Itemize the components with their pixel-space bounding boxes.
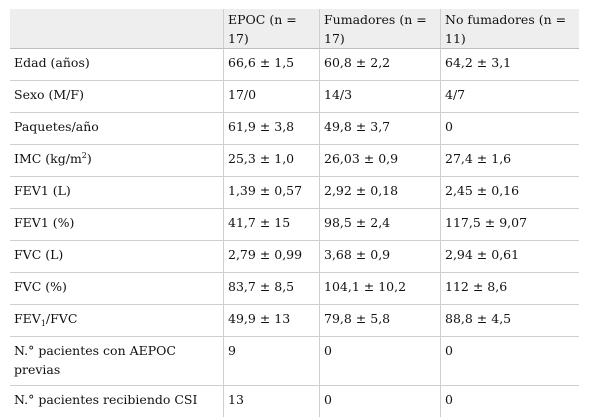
cell-fumadores: 60,8 ± 2,2 xyxy=(319,49,440,81)
header-row: EPOC (n = 17) Fumadores (n = 17) No fuma… xyxy=(10,9,579,49)
data-table: EPOC (n = 17) Fumadores (n = 17) No fuma… xyxy=(10,9,579,417)
row-label-text: FEV xyxy=(14,311,41,326)
row-label: FVC (L) xyxy=(10,241,223,273)
table-row: FEV1/FVC 49,9 ± 13 79,8 ± 5,8 88,8 ± 4,5 xyxy=(10,305,579,337)
cell-epoc: 41,7 ± 15 xyxy=(223,209,319,241)
cell-epoc: 17/0 xyxy=(223,81,319,113)
cell-epoc: 61,9 ± 3,8 xyxy=(223,113,319,145)
row-label: FEV1 (%) xyxy=(10,209,223,241)
row-label: IMC (kg/m2) xyxy=(10,145,223,177)
row-label: N.° pacientes con AEPOC previas xyxy=(10,337,223,386)
header-cell-epoc: EPOC (n = 17) xyxy=(223,9,319,49)
cell-no-fumadores: 4/7 xyxy=(440,81,579,113)
table-row: Paquetes/año 61,9 ± 3,8 49,8 ± 3,7 0 xyxy=(10,113,579,145)
cell-fumadores: 98,5 ± 2,4 xyxy=(319,209,440,241)
table-row: IMC (kg/m2) 25,3 ± 1,0 26,03 ± 0,9 27,4 … xyxy=(10,145,579,177)
cell-epoc: 25,3 ± 1,0 xyxy=(223,145,319,177)
cell-fumadores: 104,1 ± 10,2 xyxy=(319,273,440,305)
cell-no-fumadores: 88,8 ± 4,5 xyxy=(440,305,579,337)
subscript: 1 xyxy=(40,319,46,328)
cell-no-fumadores: 0 xyxy=(440,113,579,145)
row-label: FVC (%) xyxy=(10,273,223,305)
cell-no-fumadores: 64,2 ± 3,1 xyxy=(440,49,579,81)
row-label: Edad (años) xyxy=(10,49,223,81)
cell-fumadores: 79,8 ± 5,8 xyxy=(319,305,440,337)
row-label-suffix: ) xyxy=(86,151,92,166)
cell-epoc: 2,79 ± 0,99 xyxy=(223,241,319,273)
table-row: N.° pacientes recibiendo CSI 13 0 0 xyxy=(10,386,579,417)
header-cell-no-fumadores: No fumadores (n = 11) xyxy=(440,9,579,49)
table-body: Edad (años) 66,6 ± 1,5 60,8 ± 2,2 64,2 ±… xyxy=(10,49,579,417)
cell-epoc: 66,6 ± 1,5 xyxy=(223,49,319,81)
cell-epoc: 9 xyxy=(223,337,319,386)
cell-fumadores: 0 xyxy=(319,386,440,417)
table-row: N.° pacientes con AEPOC previas 9 0 0 xyxy=(10,337,579,386)
cell-fumadores: 49,8 ± 3,7 xyxy=(319,113,440,145)
table-row: Sexo (M/F) 17/0 14/3 4/7 xyxy=(10,81,579,113)
row-label: Paquetes/año xyxy=(10,113,223,145)
row-label-suffix: /FVC xyxy=(45,311,78,326)
row-label: FEV1/FVC xyxy=(10,305,223,337)
table-row: FEV1 (L) 1,39 ± 0,57 2,92 ± 0,18 2,45 ± … xyxy=(10,177,579,209)
cell-no-fumadores: 0 xyxy=(440,337,579,386)
header-cell-fumadores: Fumadores (n = 17) xyxy=(319,9,440,49)
header-cell-empty xyxy=(10,9,223,49)
cell-no-fumadores: 27,4 ± 1,6 xyxy=(440,145,579,177)
row-label: N.° pacientes recibiendo CSI xyxy=(14,392,198,407)
cell-fumadores: 14/3 xyxy=(319,81,440,113)
cell-epoc: 83,7 ± 8,5 xyxy=(223,273,319,305)
cell-no-fumadores: 117,5 ± 9,07 xyxy=(440,209,579,241)
table-row: Edad (años) 66,6 ± 1,5 60,8 ± 2,2 64,2 ±… xyxy=(10,49,579,81)
cell-no-fumadores: 112 ± 8,6 xyxy=(440,273,579,305)
row-label-text: IMC (kg/m xyxy=(14,151,82,166)
row-label: Sexo (M/F) xyxy=(10,81,223,113)
table-row: FEV1 (%) 41,7 ± 15 98,5 ± 2,4 117,5 ± 9,… xyxy=(10,209,579,241)
superscript: 2 xyxy=(81,151,87,160)
table-row: FVC (L) 2,79 ± 0,99 3,68 ± 0,9 2,94 ± 0,… xyxy=(10,241,579,273)
cell-epoc: 13 xyxy=(223,386,319,417)
table-header: EPOC (n = 17) Fumadores (n = 17) No fuma… xyxy=(10,9,579,49)
cell-fumadores: 2,92 ± 0,18 xyxy=(319,177,440,209)
cell-fumadores: 0 xyxy=(319,337,440,386)
row-label: FEV1 (L) xyxy=(10,177,223,209)
table-row: FVC (%) 83,7 ± 8,5 104,1 ± 10,2 112 ± 8,… xyxy=(10,273,579,305)
cell-epoc: 49,9 ± 13 xyxy=(223,305,319,337)
cell-no-fumadores: 2,94 ± 0,61 xyxy=(440,241,579,273)
cell-fumadores: 26,03 ± 0,9 xyxy=(319,145,440,177)
cell-epoc: 1,39 ± 0,57 xyxy=(223,177,319,209)
cell-no-fumadores: 0 xyxy=(440,386,579,417)
cell-no-fumadores: 2,45 ± 0,16 xyxy=(440,177,579,209)
cell-fumadores: 3,68 ± 0,9 xyxy=(319,241,440,273)
